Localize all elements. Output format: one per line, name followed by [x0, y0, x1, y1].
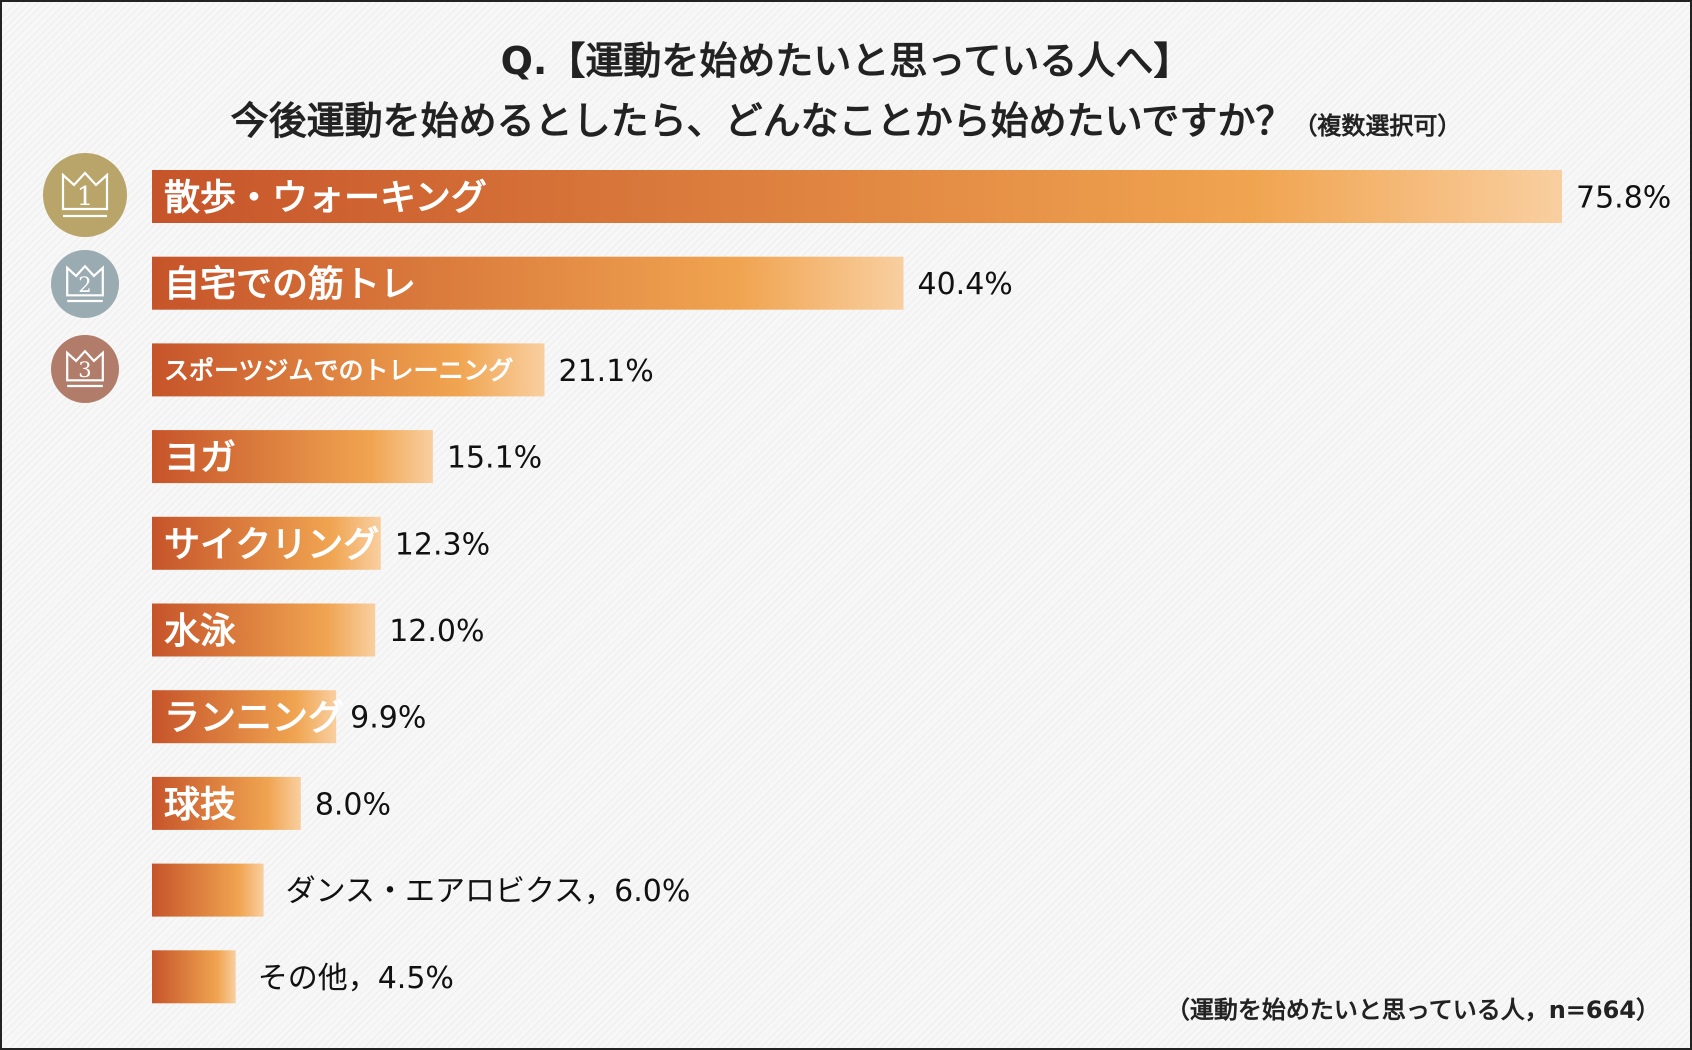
value-label-8: 8.0%: [315, 787, 391, 822]
value-label-6: 12.0%: [389, 614, 484, 649]
chart-title-question: 今後運動を始めるとしたら、どんなことから始めたいですか？: [230, 99, 1294, 143]
category-label-3: スポーツジムでのトレーニング: [164, 356, 514, 385]
value-label-1: 75.8%: [1576, 181, 1671, 216]
bar-7: [152, 690, 337, 744]
value-label-10: その他，4.5%: [258, 961, 454, 996]
chart-title-line-1: Q.【運動を始めたいと思っている人へ】: [500, 39, 1192, 83]
category-label-2: 自宅での筋トレ: [164, 263, 416, 305]
rank-number: 3: [78, 357, 91, 382]
category-label-1: 散歩・ウォーキング: [164, 178, 487, 219]
value-label-9: ダンス・エアロビクス，6.0%: [286, 874, 691, 909]
crown-icon: [61, 171, 109, 211]
category-label-6: 水泳: [164, 611, 236, 652]
rank-number: 2: [78, 272, 91, 297]
rank-2-badge: 2: [51, 250, 119, 318]
value-label-7: 9.9%: [350, 701, 426, 736]
value-label-5: 12.3%: [395, 527, 490, 562]
category-label-4: ヨガ: [164, 438, 236, 479]
chart-title-line-2: 今後運動を始めるとしたら、どんなことから始めたいですか？（複数選択可）: [2, 90, 1690, 145]
bar-5: [152, 516, 381, 570]
value-label-4: 15.1%: [447, 441, 542, 476]
category-label-5: サイクリング: [164, 524, 379, 565]
value-label-3: 21.1%: [558, 354, 653, 389]
bar-1: [152, 170, 1562, 223]
category-label-8: 球技: [164, 784, 236, 825]
bar-3: [152, 343, 545, 397]
rank-3-badge: 3: [51, 335, 119, 403]
bar-2: [152, 256, 904, 310]
bar-8: [152, 776, 301, 830]
value-label-2: 40.4%: [918, 267, 1013, 302]
category-label-7: ランニング: [164, 698, 344, 739]
bar-9: [152, 863, 264, 917]
crown-icon: [66, 349, 104, 382]
bar-4: [152, 430, 433, 484]
rank-number: 1: [77, 182, 94, 212]
bar-10: [152, 950, 236, 1004]
chart-title-note: （複数選択可）: [1293, 112, 1462, 140]
chart-footnote: （運動を始めたいと思っている人，n=664）: [1165, 996, 1660, 1024]
rank-1-badge: 1: [43, 153, 127, 237]
crown-icon: [66, 264, 104, 297]
bar-6: [152, 603, 376, 657]
